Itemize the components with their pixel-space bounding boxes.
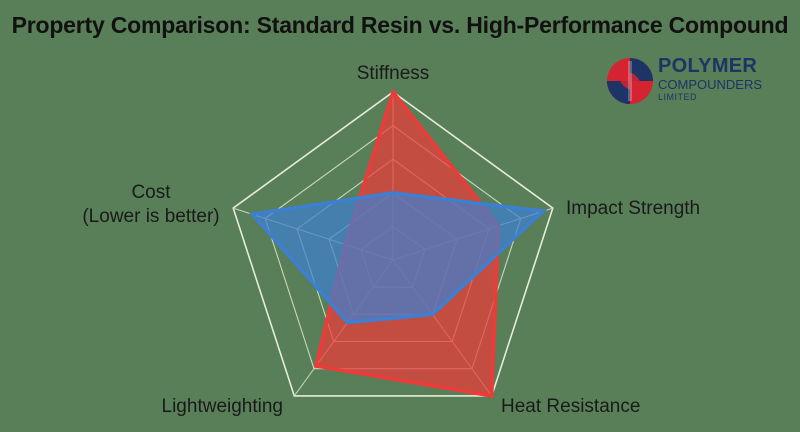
logo-mark-icon: [607, 58, 653, 104]
logo-line2: COMPOUNDERS: [658, 77, 763, 92]
logo-name: POLYMER: [658, 55, 758, 77]
axis-labels: Stiffness Impact Strength Heat Resistance L…: [82, 63, 700, 417]
axis-label-1: Impact Strength: [566, 198, 700, 219]
axis-label-3: Lightweighting: [162, 396, 283, 417]
logo-line3: LIMITED: [658, 92, 698, 102]
axis-label-0: Stiffness: [357, 63, 430, 84]
radar-series: [248, 88, 548, 398]
company-logo: POLYMER COMPOUNDERS LIMITED: [606, 55, 796, 115]
grid-ring: [232, 91, 554, 397]
axis-label-2: Heat Resistance: [501, 396, 640, 417]
series-2-area: [248, 191, 548, 325]
chart-title: Property Comparison: Standard Resin vs. …: [11, 12, 789, 38]
axis-label-4: Cost (Lower is better): [82, 182, 219, 227]
